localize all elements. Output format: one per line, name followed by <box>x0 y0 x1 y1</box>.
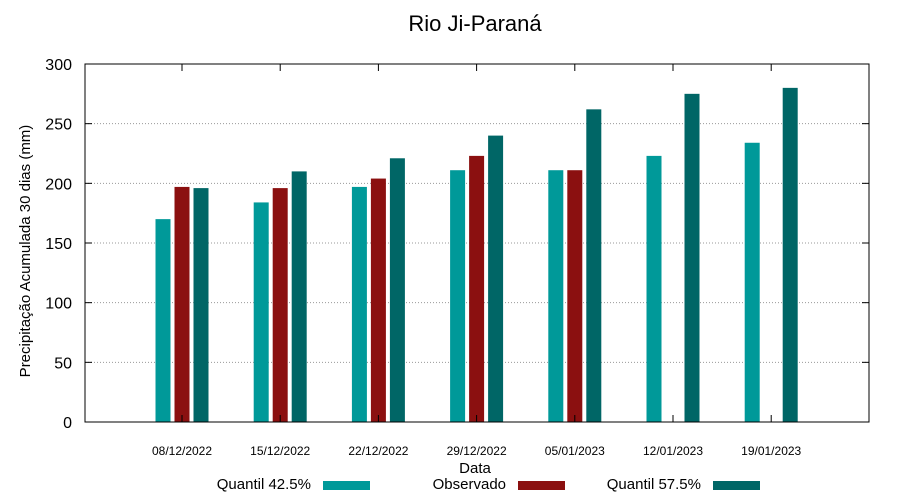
y-tick-label: 150 <box>45 236 72 253</box>
bar <box>155 219 171 422</box>
bar <box>174 186 190 422</box>
y-tick-label: 0 <box>63 415 72 432</box>
y-tick-label: 300 <box>45 57 72 74</box>
x-tick-label: 22/12/2022 <box>348 444 408 458</box>
bar <box>567 170 583 422</box>
legend-swatch <box>323 481 370 490</box>
x-tick-label: 08/12/2022 <box>152 444 212 458</box>
bar <box>488 135 504 422</box>
y-tick-label: 100 <box>45 296 72 313</box>
legend-label: Quantil 42.5% <box>217 476 311 493</box>
bar <box>370 178 386 422</box>
bar <box>548 170 564 422</box>
bars <box>155 87 798 423</box>
x-tick-label: 19/01/2023 <box>741 444 801 458</box>
y-axis-label: Precipitação Acumulada 30 dias (mm) <box>17 125 34 378</box>
x-tick-label: 05/01/2023 <box>545 444 605 458</box>
bar <box>389 158 405 423</box>
x-tick-label: 15/12/2022 <box>250 444 310 458</box>
y-axis: 0 50 100 150 200 250 300 <box>45 57 869 432</box>
bar <box>744 142 760 422</box>
legend-swatch <box>518 481 565 490</box>
chart-title: Rio Ji-Paraná <box>408 11 542 36</box>
bar <box>782 87 798 422</box>
bar <box>684 93 700 422</box>
bar <box>272 188 288 422</box>
x-axis: 08/12/2022 15/12/2022 22/12/2022 29/12/2022… <box>152 64 802 458</box>
bar <box>253 202 269 422</box>
legend-label: Quantil 57.5% <box>607 476 701 493</box>
bar <box>351 186 367 422</box>
legend-label: Observado <box>433 476 506 493</box>
y-tick-label: 50 <box>54 355 72 372</box>
bar <box>450 170 466 422</box>
x-axis-label: Data <box>459 460 491 477</box>
bar <box>586 109 602 422</box>
x-tick-label: 12/01/2023 <box>643 444 703 458</box>
bar <box>193 188 209 422</box>
y-tick-label: 250 <box>45 117 72 134</box>
legend-swatch <box>713 481 760 490</box>
bar <box>646 155 662 423</box>
legend: Quantil 42.5% Observado Quantil 57.5% <box>217 476 760 493</box>
bar <box>469 155 485 423</box>
y-tick-label: 200 <box>45 176 72 193</box>
x-tick-label: 29/12/2022 <box>447 444 507 458</box>
bar <box>291 171 307 422</box>
